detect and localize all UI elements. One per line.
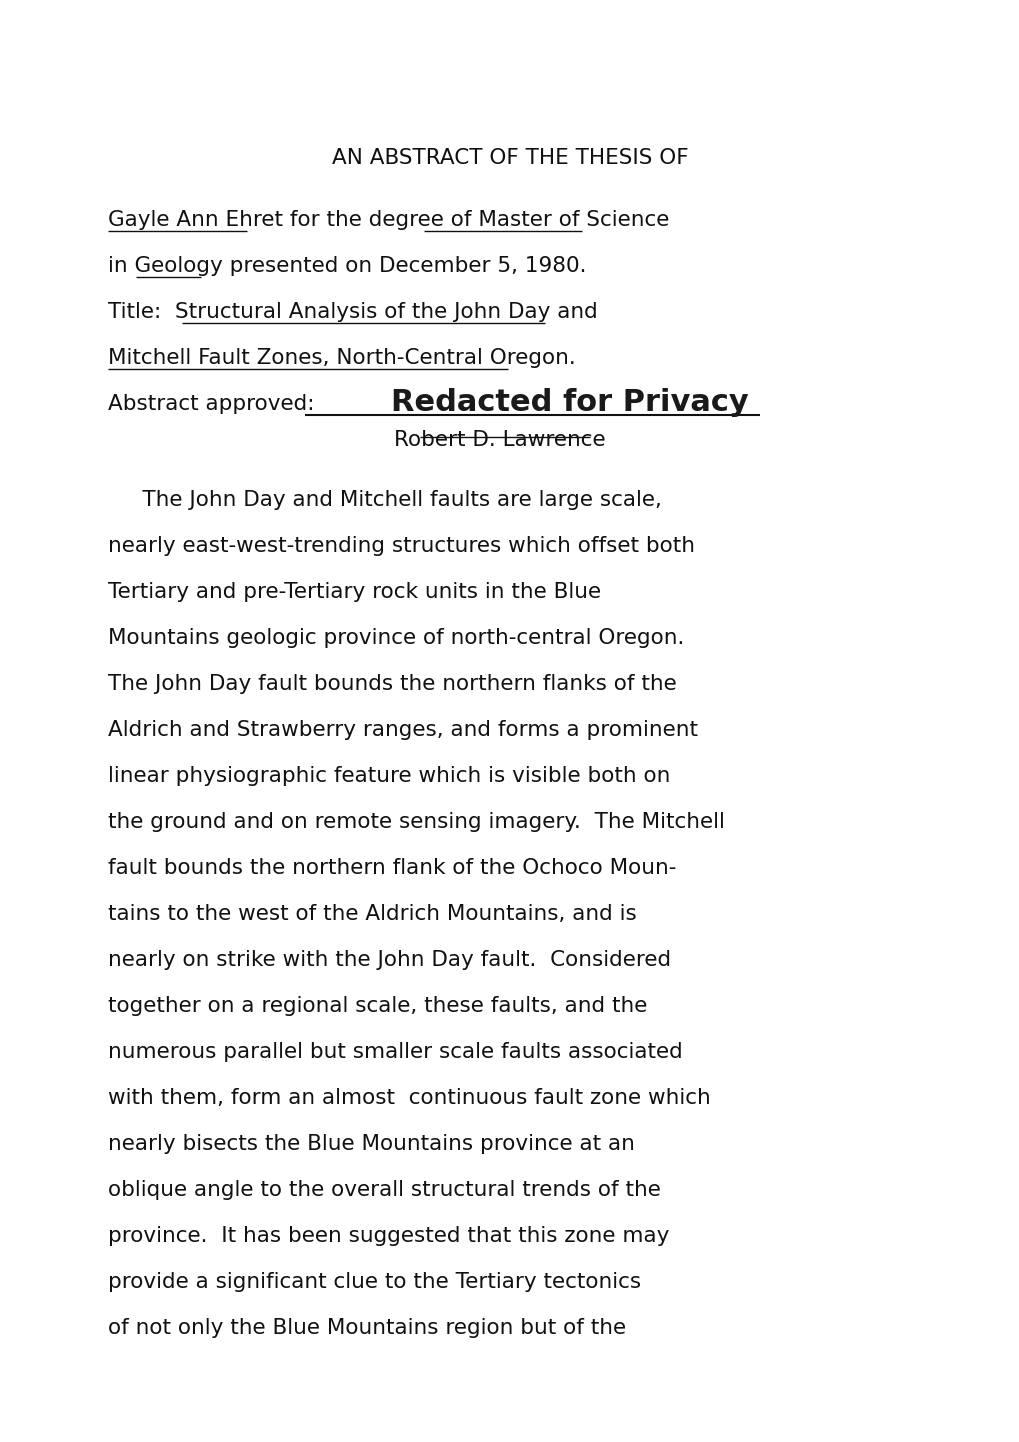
Text: with them, form an almost  continuous fault zone which: with them, form an almost continuous fau… [108,1089,710,1107]
Text: Mountains geologic province of north-central Oregon.: Mountains geologic province of north-cen… [108,629,684,647]
Text: Abstract approved:: Abstract approved: [108,394,314,414]
Text: of not only the Blue Mountains region but of the: of not only the Blue Mountains region bu… [108,1318,626,1338]
Text: Tertiary and pre-Tertiary rock units in the Blue: Tertiary and pre-Tertiary rock units in … [108,583,600,601]
Text: Aldrich and Strawberry ranges, and forms a prominent: Aldrich and Strawberry ranges, and forms… [108,720,697,740]
Text: The John Day fault bounds the northern flanks of the: The John Day fault bounds the northern f… [108,673,676,694]
Text: Redacted for Privacy: Redacted for Privacy [390,388,748,417]
Text: AN ABSTRACT OF THE THESIS OF: AN ABSTRACT OF THE THESIS OF [331,149,688,169]
Text: linear physiographic feature which is visible both on: linear physiographic feature which is vi… [108,766,669,786]
Text: nearly on strike with the John Day fault.  Considered: nearly on strike with the John Day fault… [108,950,671,970]
Text: provide a significant clue to the Tertiary tectonics: provide a significant clue to the Tertia… [108,1272,641,1292]
Text: the ground and on remote sensing imagery.  The Mitchell: the ground and on remote sensing imagery… [108,812,725,832]
Text: tains to the west of the Aldrich Mountains, and is: tains to the west of the Aldrich Mountai… [108,904,636,924]
Text: Mitchell Fault Zones, North-Central Oregon.: Mitchell Fault Zones, North-Central Oreg… [108,348,575,368]
Text: fault bounds the northern flank of the Ochoco Moun-: fault bounds the northern flank of the O… [108,858,676,878]
Text: province.  It has been suggested that this zone may: province. It has been suggested that thi… [108,1226,668,1246]
Text: nearly bisects the Blue Mountains province at an: nearly bisects the Blue Mountains provin… [108,1133,634,1154]
Text: Robert D. Lawrence: Robert D. Lawrence [393,430,605,450]
Text: together on a regional scale, these faults, and the: together on a regional scale, these faul… [108,996,647,1017]
Text: Gayle Ann Ehret for the degree of Master of Science: Gayle Ann Ehret for the degree of Master… [108,211,668,231]
Text: in Geology presented on December 5, 1980.: in Geology presented on December 5, 1980… [108,257,586,275]
Text: nearly east-west-trending structures which offset both: nearly east-west-trending structures whi… [108,536,694,557]
Text: numerous parallel but smaller scale faults associated: numerous parallel but smaller scale faul… [108,1043,682,1061]
Text: Title:  Structural Analysis of the John Day and: Title: Structural Analysis of the John D… [108,301,597,322]
Text: The John Day and Mitchell faults are large scale,: The John Day and Mitchell faults are lar… [108,490,661,510]
Text: oblique angle to the overall structural trends of the: oblique angle to the overall structural … [108,1180,660,1200]
